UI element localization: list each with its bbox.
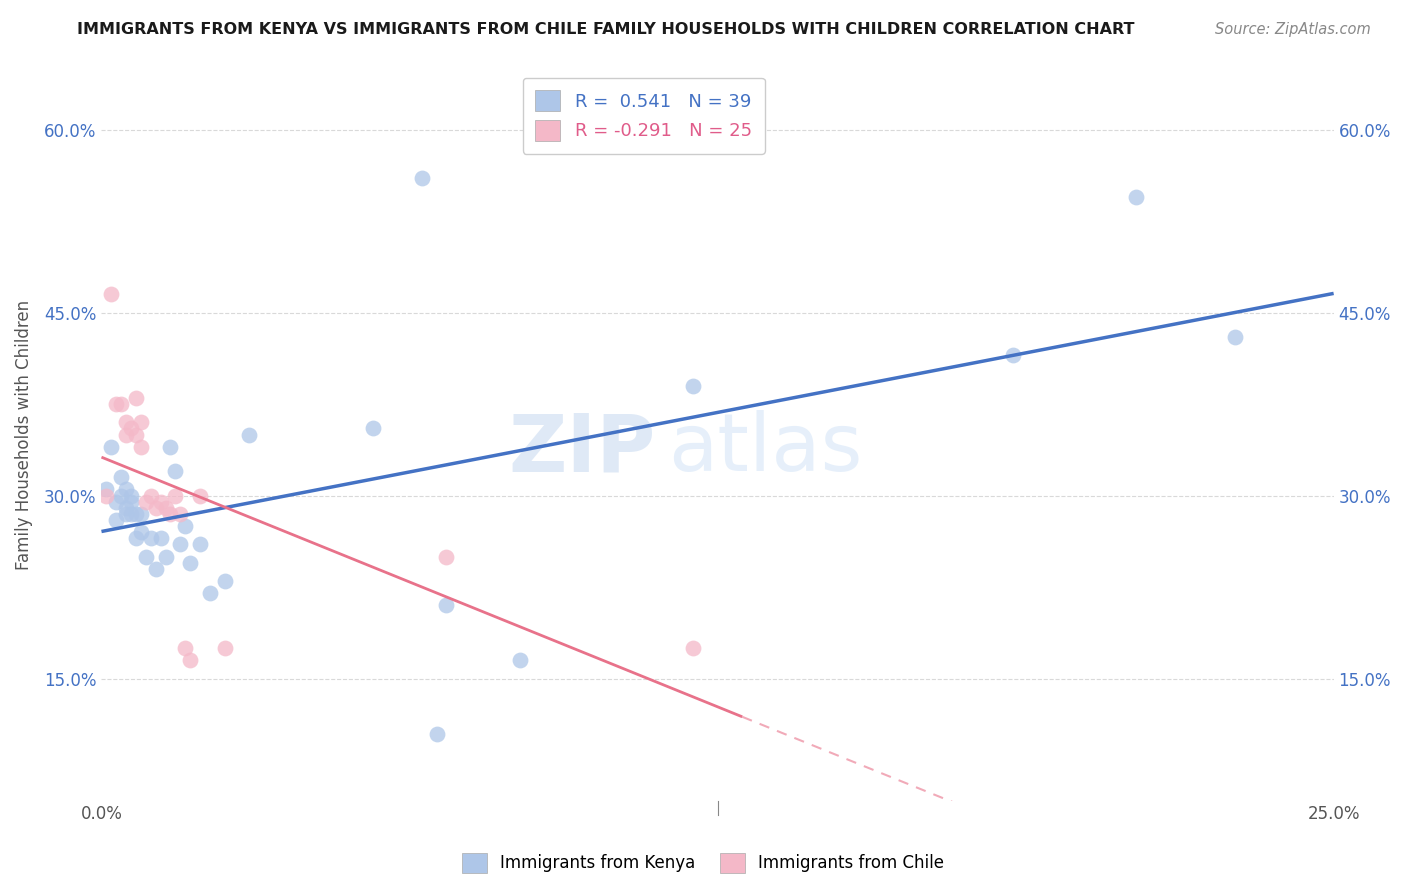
Point — [129, 416, 152, 430]
Point — [1002, 348, 1025, 362]
Point — [110, 489, 132, 503]
Point — [361, 421, 384, 435]
Point — [135, 549, 157, 564]
Point — [214, 641, 236, 656]
Point — [169, 507, 191, 521]
Point — [125, 507, 148, 521]
Point — [165, 464, 187, 478]
Y-axis label: Family Households with Children: Family Households with Children — [15, 300, 32, 570]
Point — [139, 489, 162, 503]
Point — [682, 641, 704, 656]
Point — [426, 726, 449, 740]
Point — [145, 500, 167, 515]
Point — [115, 500, 138, 515]
Point — [120, 421, 142, 435]
Point — [120, 507, 142, 521]
Legend: Immigrants from Kenya, Immigrants from Chile: Immigrants from Kenya, Immigrants from C… — [456, 847, 950, 880]
Point — [125, 531, 148, 545]
Point — [159, 440, 181, 454]
Point — [174, 641, 197, 656]
Point — [110, 397, 132, 411]
Text: Source: ZipAtlas.com: Source: ZipAtlas.com — [1215, 22, 1371, 37]
Point — [110, 470, 132, 484]
Point — [96, 489, 118, 503]
Point — [159, 507, 181, 521]
Point — [139, 531, 162, 545]
Point — [125, 427, 148, 442]
Point — [115, 483, 138, 497]
Text: ZIP: ZIP — [509, 410, 657, 488]
Point — [169, 537, 191, 551]
Point — [129, 507, 152, 521]
Legend: R =  0.541   N = 39, R = -0.291   N = 25: R = 0.541 N = 39, R = -0.291 N = 25 — [523, 78, 765, 153]
Point — [105, 397, 128, 411]
Text: IMMIGRANTS FROM KENYA VS IMMIGRANTS FROM CHILE FAMILY HOUSEHOLDS WITH CHILDREN C: IMMIGRANTS FROM KENYA VS IMMIGRANTS FROM… — [77, 22, 1135, 37]
Point — [115, 427, 138, 442]
Point — [1223, 330, 1246, 344]
Point — [188, 537, 211, 551]
Point — [155, 549, 177, 564]
Point — [129, 525, 152, 540]
Point — [188, 489, 211, 503]
Point — [682, 378, 704, 392]
Point — [149, 494, 172, 508]
Point — [100, 440, 122, 454]
Point — [96, 483, 118, 497]
Point — [145, 562, 167, 576]
Point — [1125, 189, 1147, 203]
Point — [105, 494, 128, 508]
Point — [115, 416, 138, 430]
Point — [120, 494, 142, 508]
Point — [120, 489, 142, 503]
Point — [179, 556, 201, 570]
Point — [129, 440, 152, 454]
Point — [238, 427, 260, 442]
Point — [155, 500, 177, 515]
Point — [135, 494, 157, 508]
Point — [179, 653, 201, 667]
Point — [174, 519, 197, 533]
Point — [198, 586, 221, 600]
Point — [436, 599, 458, 613]
Point — [509, 653, 531, 667]
Text: atlas: atlas — [668, 410, 863, 488]
Point — [165, 489, 187, 503]
Point — [149, 531, 172, 545]
Point — [214, 574, 236, 588]
Point — [105, 513, 128, 527]
Point — [100, 287, 122, 301]
Point — [411, 171, 433, 186]
Point — [436, 549, 458, 564]
Point — [125, 391, 148, 405]
Point — [115, 507, 138, 521]
